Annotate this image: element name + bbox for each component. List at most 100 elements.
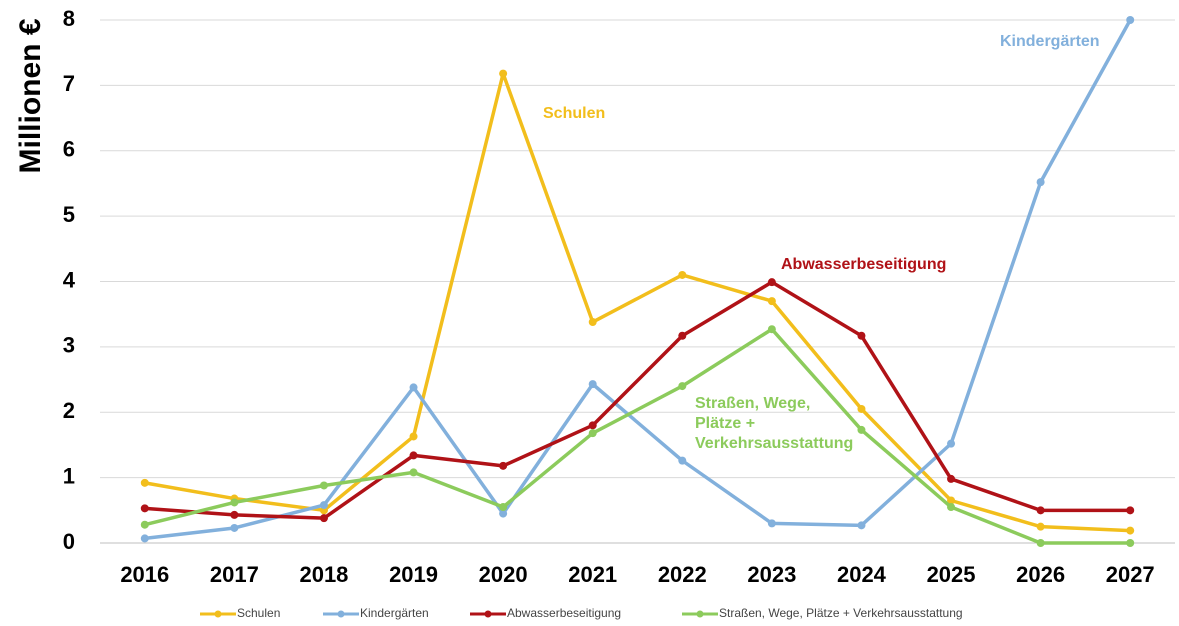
legend-label: Schulen <box>237 606 280 620</box>
annotation-line: Kindergärten <box>1000 33 1100 50</box>
annotation-label: Abwasserbeseitigung <box>781 256 946 273</box>
x-tick-label: 2026 <box>1016 562 1065 587</box>
series-line <box>143 280 1132 520</box>
y-tick-label: 2 <box>63 398 75 423</box>
legend: Schulen Kindergärten Abwasserbeseitigung St… <box>200 606 963 620</box>
legend-swatch-marker <box>696 610 704 618</box>
legend-item: Abwasserbeseitigung <box>470 606 621 620</box>
data-point <box>140 478 149 487</box>
x-tick-label: 2024 <box>837 562 887 587</box>
data-point <box>767 519 776 528</box>
data-point <box>499 503 508 512</box>
legend-label: Kindergärten <box>360 606 429 620</box>
data-point <box>678 456 687 465</box>
data-point <box>678 270 687 279</box>
annotation-label: Straßen, Wege, Plätze + Verkehrsausstattun… <box>695 395 853 452</box>
data-point <box>140 504 149 513</box>
data-point <box>140 520 149 529</box>
data-point <box>499 509 508 518</box>
data-point <box>857 331 866 340</box>
x-tick-label: 2022 <box>658 562 707 587</box>
x-tick-label: 2027 <box>1106 562 1155 587</box>
data-point <box>767 325 776 334</box>
y-tick-label: 0 <box>63 529 75 554</box>
x-tick-label: 2017 <box>210 562 259 587</box>
data-point <box>319 514 328 523</box>
y-tick-label: 1 <box>63 463 75 488</box>
data-point <box>947 496 956 505</box>
gridlines <box>100 19 1175 544</box>
data-point <box>319 481 328 490</box>
series-line <box>143 18 1132 541</box>
y-tick-label: 4 <box>63 267 76 292</box>
annotation-line: Abwasserbeseitigung <box>781 256 946 273</box>
series-2 <box>140 16 1135 543</box>
x-tick-label: 2016 <box>120 562 169 587</box>
legend-item: Schulen <box>200 606 280 620</box>
series-line <box>143 327 1132 545</box>
y-axis-ticks: 0 1 2 3 4 5 6 7 8 <box>63 6 76 554</box>
legend-swatch-marker <box>484 610 492 618</box>
legend-item: Kindergärten <box>323 606 429 620</box>
series-line <box>143 71 1132 533</box>
legend-label: Abwasserbeseitigung <box>507 606 621 620</box>
data-point <box>409 432 418 441</box>
y-tick-label: 3 <box>63 333 75 358</box>
legend-item: Straßen, Wege, Plätze + Verkehrsausstatt… <box>682 606 963 620</box>
data-point <box>1126 16 1135 24</box>
data-point <box>1036 178 1045 187</box>
series-lines <box>140 16 1135 547</box>
data-point <box>588 380 597 389</box>
x-tick-label: 2020 <box>479 562 528 587</box>
annotation-line: Straßen, Wege, <box>695 395 810 412</box>
data-point <box>588 421 597 430</box>
y-tick-label: 7 <box>63 71 75 96</box>
data-point <box>1036 539 1045 547</box>
data-point <box>947 439 956 448</box>
data-point <box>1036 522 1045 531</box>
data-point <box>409 451 418 460</box>
x-tick-label: 2023 <box>747 562 796 587</box>
y-axis-label: Millionen € <box>14 18 47 173</box>
y-tick-label: 6 <box>63 137 75 162</box>
series-1 <box>140 69 1135 535</box>
annotation-line: Schulen <box>543 105 605 122</box>
data-point <box>1126 506 1135 515</box>
data-point <box>499 461 508 470</box>
data-point <box>857 521 866 530</box>
data-point <box>857 404 866 413</box>
legend-swatch-marker <box>214 610 222 618</box>
data-point <box>409 383 418 392</box>
data-point <box>140 534 149 543</box>
y-tick-label: 5 <box>63 202 75 227</box>
data-point <box>319 501 328 510</box>
data-point <box>588 429 597 438</box>
annotation-label: Schulen <box>543 105 605 122</box>
data-point <box>1036 506 1045 515</box>
series-4 <box>140 325 1135 547</box>
data-point <box>947 474 956 483</box>
annotation-line: Plätze + <box>695 415 755 432</box>
y-tick-label: 8 <box>63 6 75 31</box>
data-point <box>230 498 239 507</box>
data-point <box>767 278 776 287</box>
series-annotations: Schulen Kindergärten Abwasserbeseitigung St… <box>543 33 1100 452</box>
x-tick-label: 2018 <box>299 562 348 587</box>
data-point <box>1126 539 1135 547</box>
legend-label: Straßen, Wege, Plätze + Verkehrsausstatt… <box>719 606 963 620</box>
data-point <box>409 468 418 477</box>
data-point <box>947 503 956 512</box>
annotation-line: Verkehrsausstattung <box>695 435 853 452</box>
legend-swatch-marker <box>337 610 345 618</box>
data-point <box>230 523 239 532</box>
data-point <box>678 382 687 391</box>
x-tick-label: 2019 <box>389 562 438 587</box>
x-tick-label: 2025 <box>927 562 976 587</box>
x-axis-ticks: 2016 2017 2018 2019 2020 2021 2022 2023 2024 2025… <box>120 562 1154 587</box>
series-3 <box>140 278 1135 523</box>
data-point <box>678 331 687 340</box>
annotation-label: Kindergärten <box>1000 33 1100 50</box>
data-point <box>767 297 776 306</box>
data-point <box>588 318 597 327</box>
data-point <box>230 510 239 519</box>
